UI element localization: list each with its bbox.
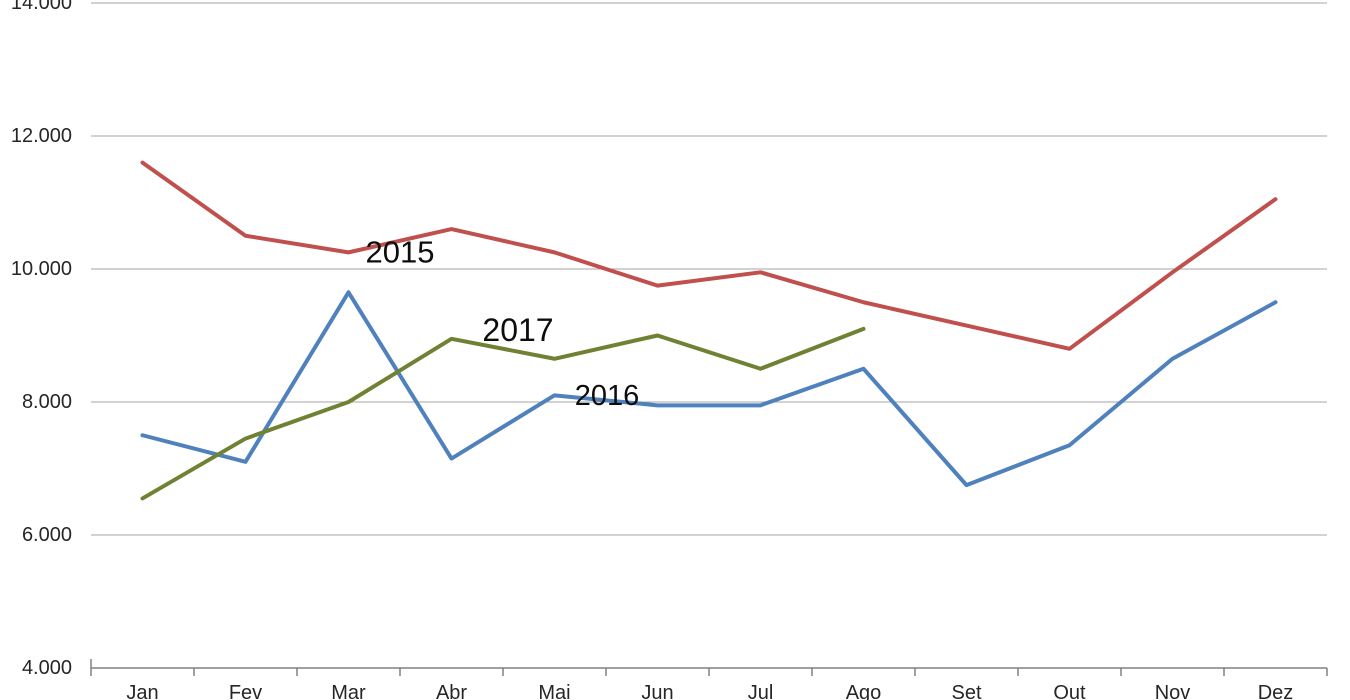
series-label-2017: 2017 — [482, 312, 553, 348]
series-label-2016: 2016 — [575, 380, 640, 412]
x-axis-tick-label: Ago — [846, 682, 882, 700]
y-axis-tick-label: 10.000 — [11, 258, 72, 280]
series-line-2017 — [140, 326, 866, 501]
x-axis-tick-label: Abr — [436, 682, 467, 700]
x-axis-tick-label: Dez — [1258, 682, 1294, 700]
y-axis-tick-label: 4.000 — [22, 657, 72, 679]
y-axis-tick-label: 14.000 — [11, 0, 72, 14]
y-axis-tick-label: 12.000 — [11, 125, 72, 147]
x-axis-tick-label: Jan — [126, 682, 158, 700]
x-axis-tick-label: Nov — [1155, 682, 1191, 700]
y-axis-tick-label: 6.000 — [22, 524, 72, 546]
x-axis-tick-label: Set — [951, 682, 981, 700]
y-axis-tick-label: 8.000 — [22, 391, 72, 413]
x-axis-tick-label: Jun — [641, 682, 673, 700]
series-line-2015 — [140, 160, 1278, 351]
x-axis-tick-label: Fev — [229, 682, 262, 700]
x-axis-tick-label: Jul — [748, 682, 774, 700]
x-axis-tick-label: Mai — [538, 682, 570, 700]
x-axis-tick-label: Mar — [331, 682, 366, 700]
x-axis-tick-label: Out — [1053, 682, 1086, 700]
series-line-2016 — [140, 290, 1278, 488]
series-label-2015: 2015 — [366, 235, 435, 270]
